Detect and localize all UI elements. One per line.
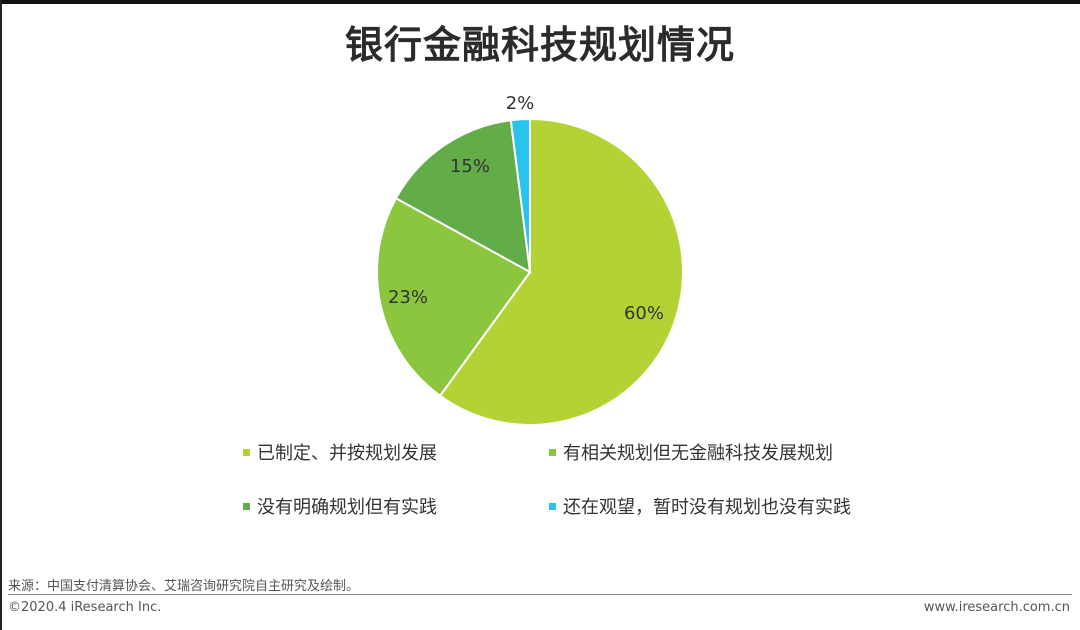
footer-divider [8, 594, 1072, 595]
legend-label-4: 还在观望，暂时没有规划也没有实践 [563, 497, 851, 518]
legend-swatch-1 [243, 448, 250, 456]
pie-label-3: 15% [450, 156, 490, 177]
pie-slice-4 [509, 117, 531, 273]
legend-item-3: 没有明确规划但有实践 [243, 493, 437, 519]
legend-item-2: 有相关规划但无金融科技发展规划 [549, 439, 833, 465]
legend-item-4: 还在观望，暂时没有规划也没有实践 [549, 493, 851, 519]
legend-swatch-3 [243, 502, 250, 510]
legend-label-1: 已制定、并按规划发展 [257, 443, 437, 464]
pie-chart: 60% 23% 15% 2% [376, 93, 684, 426]
website-link[interactable]: www.iresearch.com.cn [923, 600, 1070, 615]
legend-label-3: 没有明确规划但有实践 [257, 497, 437, 518]
copyright-text: ©2020.4 iResearch Inc. [8, 600, 162, 615]
top-border [0, 0, 1080, 4]
pie-label-1: 60% [624, 303, 664, 324]
source-note: 来源：中国支付清算协会、艾瑞咨询研究院自主研究及绘制。 [8, 579, 360, 594]
pie-slice-2 [376, 196, 532, 398]
pie-slice-3 [394, 119, 532, 274]
legend-item-1: 已制定、并按规划发展 [243, 439, 437, 465]
legend-swatch-4 [549, 502, 556, 510]
pie-label-2: 23% [388, 287, 428, 308]
pie-label-4: 2% [506, 93, 535, 114]
chart-title: 银行金融科技规划情况 [344, 23, 735, 67]
legend-label-2: 有相关规划但无金融科技发展规划 [563, 443, 833, 464]
legend-swatch-2 [549, 448, 556, 456]
left-border [0, 0, 2, 630]
pie-slice-1 [438, 117, 684, 426]
